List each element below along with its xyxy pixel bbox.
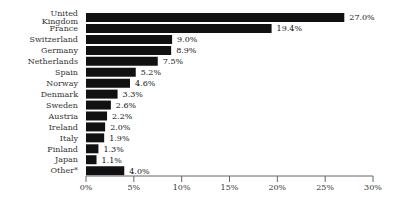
svg-text:Austria: Austria [48, 112, 79, 121]
svg-text:Other*: Other* [51, 166, 78, 175]
svg-text:2.6%: 2.6% [116, 101, 137, 110]
svg-text:France: France [49, 24, 78, 34]
svg-text:1.3%: 1.3% [103, 145, 124, 154]
svg-text:7.5%: 7.5% [163, 57, 184, 66]
svg-text:Spain: Spain [55, 68, 78, 77]
svg-text:5%: 5% [127, 183, 140, 192]
svg-text:Switzerland: Switzerland [30, 35, 78, 44]
svg-text:Denmark: Denmark [41, 90, 78, 99]
svg-text:15%: 15% [221, 183, 239, 192]
svg-text:9.0%: 9.0% [177, 35, 198, 44]
svg-text:1.1%: 1.1% [102, 156, 123, 165]
svg-text:1.9%: 1.9% [109, 134, 130, 143]
svg-text:3.3%: 3.3% [123, 90, 144, 99]
svg-text:4.0%: 4.0% [129, 167, 150, 176]
svg-text:4.6%: 4.6% [135, 79, 156, 88]
svg-text:10%: 10% [173, 183, 191, 192]
svg-text:Netherlands: Netherlands [28, 57, 78, 66]
svg-text:2.2%: 2.2% [112, 112, 133, 121]
svg-text:27.0%: 27.0% [349, 13, 375, 22]
svg-text:2.0%: 2.0% [110, 123, 131, 132]
svg-text:Norway: Norway [46, 79, 78, 88]
svg-text:30%: 30% [364, 183, 382, 192]
svg-text:5.2%: 5.2% [141, 68, 162, 77]
svg-text:Finland: Finland [47, 145, 78, 154]
svg-text:20%: 20% [268, 183, 286, 192]
svg-text:8.9%: 8.9% [176, 46, 197, 55]
svg-text:UnitedKingdom: UnitedKingdom [42, 9, 79, 26]
svg-text:Japan: Japan [54, 155, 78, 164]
svg-text:25%: 25% [316, 183, 334, 192]
svg-text:Germany: Germany [41, 46, 78, 55]
svg-text:Italy: Italy [60, 134, 79, 143]
svg-text:Sweden: Sweden [46, 101, 78, 110]
svg-text:0%: 0% [80, 183, 93, 192]
svg-text:19.4%: 19.4% [277, 24, 303, 33]
svg-text:Ireland: Ireland [49, 123, 78, 132]
